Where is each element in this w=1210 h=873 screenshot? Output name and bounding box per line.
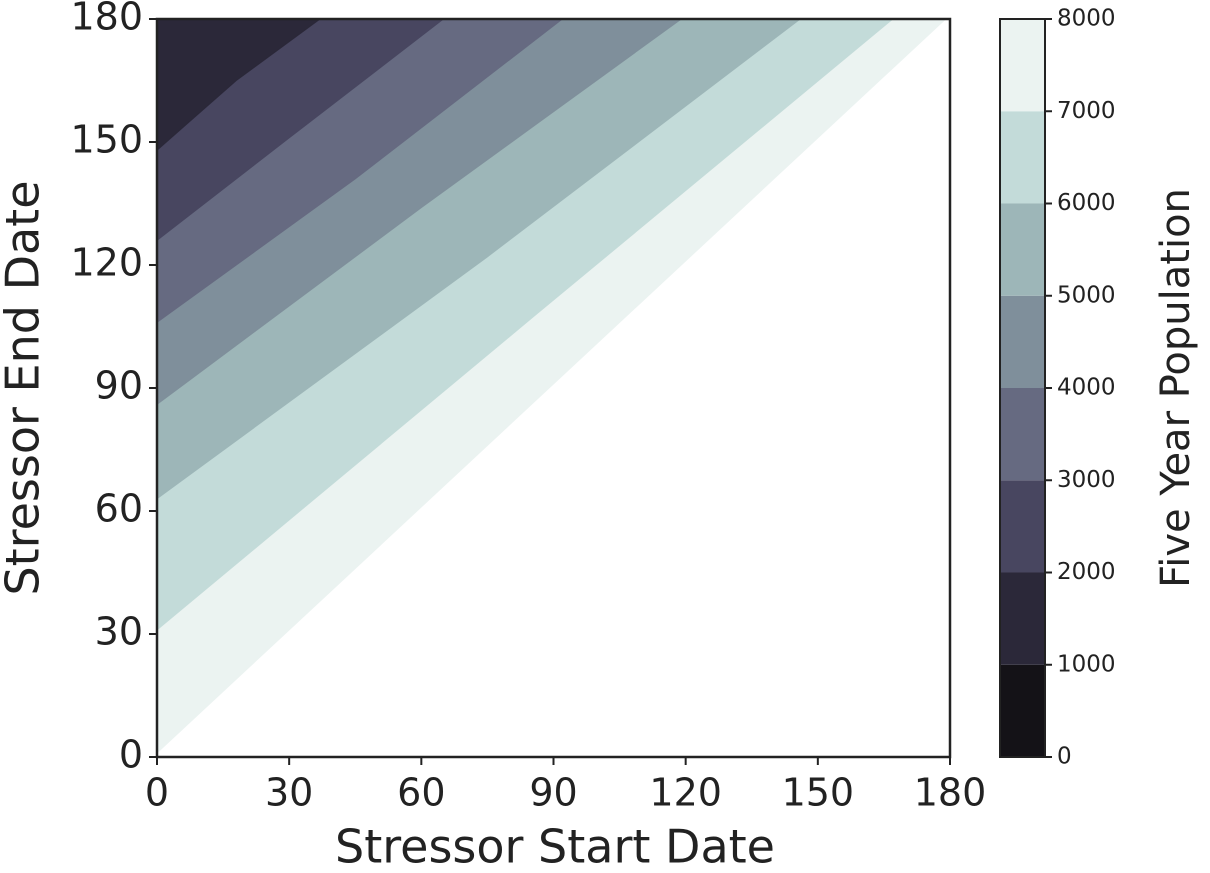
y-tick-label: 90 <box>95 364 143 408</box>
colorbar-band <box>1000 480 1045 573</box>
x-tick-label: 30 <box>265 771 313 815</box>
colorbar-tick-label: 0 <box>1057 744 1072 770</box>
x-tick-label: 0 <box>145 771 169 815</box>
y-tick-label: 60 <box>95 487 143 531</box>
colorbar-band <box>1000 295 1045 388</box>
colorbar-band <box>1000 664 1045 757</box>
colorbar-band <box>1000 572 1045 665</box>
colorbar-label: Five Year Population <box>1153 188 1199 588</box>
colorbar-tick-label: 8000 <box>1057 6 1116 32</box>
x-tick-label: 60 <box>397 771 445 815</box>
colorbar-tick-label: 3000 <box>1057 467 1116 493</box>
colorbar-band <box>1000 388 1045 481</box>
y-tick-label: 0 <box>119 733 143 777</box>
y-tick-label: 30 <box>95 610 143 654</box>
colorbar-tick-label: 5000 <box>1057 282 1116 308</box>
colorbar-band <box>1000 19 1045 112</box>
colorbar-tick-label: 7000 <box>1057 98 1116 124</box>
colorbar-band <box>1000 203 1045 296</box>
colorbar-tick-label: 4000 <box>1057 375 1116 401</box>
colorbar-band <box>1000 111 1045 204</box>
x-tick-label: 180 <box>914 771 987 815</box>
colorbar-tick-label: 1000 <box>1057 651 1116 677</box>
x-axis-label: Stressor Start Date <box>335 820 775 873</box>
colorbar-tick-label: 6000 <box>1057 190 1116 216</box>
y-tick-label: 150 <box>70 118 143 162</box>
x-tick-label: 120 <box>649 771 722 815</box>
y-tick-label: 180 <box>70 0 143 39</box>
y-axis-label: Stressor End Date <box>0 180 50 595</box>
colorbar-tick-label: 2000 <box>1057 559 1116 585</box>
x-tick-label: 90 <box>529 771 577 815</box>
y-tick-label: 120 <box>70 241 143 285</box>
x-tick-label: 150 <box>782 771 855 815</box>
